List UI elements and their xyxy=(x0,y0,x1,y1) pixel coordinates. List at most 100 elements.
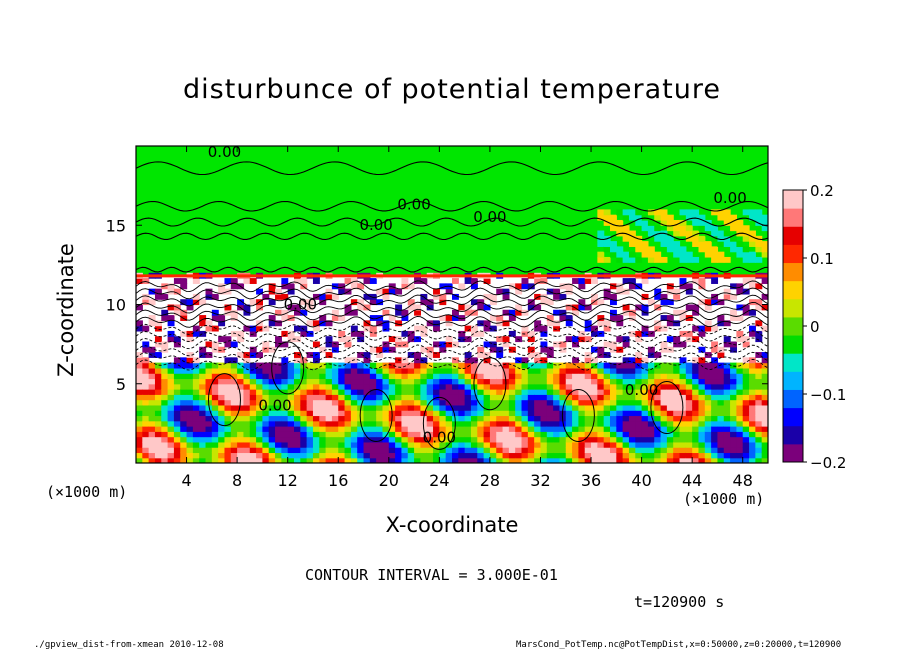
field-cell xyxy=(395,304,403,311)
field-cell xyxy=(224,362,232,369)
field-cell xyxy=(287,378,295,385)
field-cell xyxy=(477,304,485,311)
field-cell xyxy=(666,283,674,290)
field-cell xyxy=(458,367,466,374)
field-cell xyxy=(489,341,497,348)
field-cell xyxy=(148,399,156,406)
field-cell xyxy=(610,293,617,300)
field-cell xyxy=(559,362,567,369)
field-cell xyxy=(730,441,737,448)
field-cell xyxy=(325,378,333,385)
field-cell xyxy=(464,420,472,427)
field-cell xyxy=(660,362,668,369)
field-cell xyxy=(186,441,194,448)
field-cell xyxy=(211,341,219,348)
field-cell xyxy=(376,288,384,295)
field-cell xyxy=(654,352,662,358)
field-cell xyxy=(723,256,731,263)
field-cell xyxy=(553,452,561,459)
field-cell xyxy=(647,441,655,448)
field-cell xyxy=(496,441,504,448)
field-cell xyxy=(167,367,175,374)
field-cell xyxy=(515,410,523,417)
field-cell xyxy=(154,394,162,401)
field-cell xyxy=(268,378,276,385)
field-cell xyxy=(369,325,377,332)
field-cell xyxy=(622,362,630,369)
field-cell xyxy=(628,378,636,385)
field-cell xyxy=(527,447,535,454)
field-cell xyxy=(761,420,768,427)
field-cell xyxy=(136,367,143,374)
field-cell xyxy=(755,415,763,422)
field-cell xyxy=(369,431,377,438)
field-cell xyxy=(306,441,314,448)
field-cell xyxy=(357,304,365,311)
field-cell xyxy=(344,341,352,348)
field-cell xyxy=(610,214,617,221)
field-cell xyxy=(591,389,598,395)
field-cell xyxy=(698,410,706,417)
field-cell xyxy=(616,410,624,417)
field-cell xyxy=(540,330,548,337)
field-cell xyxy=(591,299,598,306)
field-cell xyxy=(736,426,744,432)
x-tick-label: 32 xyxy=(530,471,550,490)
field-cell xyxy=(641,362,649,369)
field-cell xyxy=(218,457,226,463)
field-cell xyxy=(350,309,358,316)
field-cell xyxy=(199,404,207,411)
field-cell xyxy=(508,420,516,427)
field-cell xyxy=(382,431,390,438)
field-cell xyxy=(704,352,712,358)
field-cell xyxy=(344,436,352,443)
field-cell xyxy=(628,230,636,237)
field-cell xyxy=(136,426,143,432)
field-cell xyxy=(458,415,466,422)
time-label: t=120900 s xyxy=(634,593,725,611)
field-cell xyxy=(603,362,611,369)
field-cell xyxy=(142,436,150,443)
field-cell xyxy=(401,283,409,290)
field-cell xyxy=(502,336,510,343)
field-cell xyxy=(616,441,624,448)
field-cell xyxy=(477,383,485,390)
field-cell xyxy=(458,315,466,321)
field-cell xyxy=(711,209,719,216)
field-cell xyxy=(698,278,706,284)
field-cell xyxy=(414,304,421,311)
field-cell xyxy=(275,309,282,316)
field-cell xyxy=(761,357,768,364)
field-cell xyxy=(167,457,175,463)
field-cell xyxy=(350,426,358,432)
colorbar-swatch xyxy=(783,280,803,300)
field-cell xyxy=(692,457,700,463)
field-cell xyxy=(717,256,725,263)
field-cell xyxy=(262,441,270,448)
field-cell xyxy=(357,352,365,358)
field-cell xyxy=(388,404,396,411)
field-cell xyxy=(464,352,472,358)
field-cell xyxy=(534,278,542,284)
field-cell xyxy=(540,447,548,454)
field-cell xyxy=(685,394,693,401)
field-cell xyxy=(597,330,605,337)
field-cell xyxy=(319,346,327,353)
field-cell xyxy=(414,431,421,438)
field-cell xyxy=(186,367,194,374)
field-cell xyxy=(294,436,301,443)
field-cell xyxy=(477,373,485,380)
field-cell xyxy=(540,404,548,411)
field-cell xyxy=(275,447,282,454)
field-cell xyxy=(553,309,561,316)
field-cell xyxy=(496,315,504,321)
field-cell xyxy=(755,246,763,253)
field-cell xyxy=(660,457,668,463)
field-cell xyxy=(180,452,188,459)
field-cell xyxy=(161,399,169,406)
field-cell xyxy=(142,420,150,427)
field-cell xyxy=(578,457,586,463)
field-cell xyxy=(603,293,611,300)
field-cell xyxy=(742,441,750,448)
field-cell xyxy=(142,373,150,380)
